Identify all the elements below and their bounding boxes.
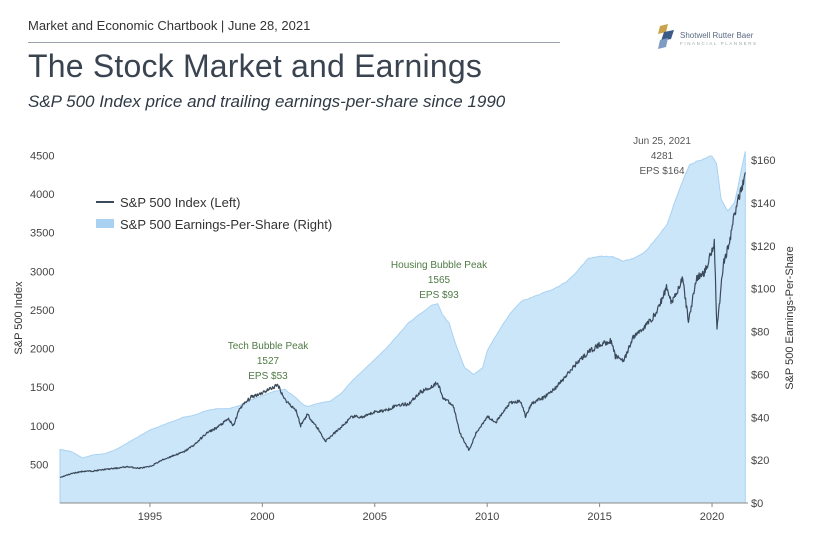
x-tick-label: 2010 — [475, 511, 499, 523]
left-tick-label: 2000 — [30, 344, 54, 356]
right-tick-label: $100 — [751, 284, 775, 296]
left-axis-title: S&P 500 Index — [13, 281, 25, 355]
left-tick-label: 4500 — [30, 150, 54, 162]
index-line — [59, 172, 746, 478]
right-tick-label: $140 — [751, 198, 775, 210]
legend-eps-swatch — [96, 219, 114, 228]
x-tick-label: 2005 — [363, 511, 387, 523]
annotation-text: 4281 — [651, 151, 674, 162]
right-axis-title: S&P 500 Earnings-Per-Share — [784, 246, 796, 390]
logo-tagline: FINANCIAL PLANNERS — [680, 41, 758, 46]
legend: S&P 500 Index (Left) S&P 500 Earnings-Per… — [96, 195, 332, 232]
eps-area-layer — [59, 151, 746, 504]
page-title: The Stock Market and Earnings — [28, 48, 483, 84]
legend-eps-label: S&P 500 Earnings-Per-Share (Right) — [120, 217, 332, 232]
annotations-layer: Tech Bubble Peak 1527 EPS $53 Housing Bubbl… — [228, 136, 692, 382]
right-tick-label: $60 — [751, 369, 769, 381]
annotation-text: EPS $164 — [639, 166, 684, 177]
left-tick-label: 1000 — [30, 421, 54, 433]
right-tick-label: $80 — [751, 327, 769, 339]
annotation-text: 1527 — [257, 356, 280, 367]
left-tick-label: 2500 — [30, 305, 54, 317]
eps-area — [59, 151, 746, 504]
x-tick-label: 1995 — [138, 511, 162, 523]
annotation-text: Housing Bubble Peak — [391, 260, 488, 271]
annotation-text: EPS $53 — [248, 371, 288, 382]
annotation-text: Tech Bubble Peak — [228, 341, 310, 352]
header-divider — [28, 42, 560, 43]
annotation-text: EPS $93 — [419, 290, 459, 301]
right-tick-label: $0 — [751, 498, 763, 510]
x-tick-label: 2015 — [587, 511, 611, 523]
logo-name: Shotwell Rutter Baer — [680, 31, 754, 40]
x-tick-label: 2020 — [700, 511, 724, 523]
annotation-text: Jun 25, 2021 — [633, 136, 691, 147]
left-tick-label: 4000 — [30, 189, 54, 201]
legend-index-label: S&P 500 Index (Left) — [120, 195, 240, 210]
left-tick-label: 3500 — [30, 228, 54, 240]
right-tick-label: $20 — [751, 455, 769, 467]
company-logo: Shotwell Rutter Baer FINANCIAL PLANNERS — [656, 22, 786, 56]
left-tick-label: 500 — [30, 459, 48, 471]
chartbook-header: Market and Economic Chartbook | June 28,… — [28, 18, 311, 33]
index-line-layer — [59, 172, 746, 478]
right-tick-label: $40 — [751, 412, 769, 424]
annotation-text: 1565 — [428, 275, 451, 286]
left-tick-label: 1500 — [30, 382, 54, 394]
right-tick-label: $120 — [751, 241, 775, 253]
logo-mark-icon — [658, 24, 674, 49]
right-tick-label: $160 — [751, 155, 775, 167]
left-tick-label: 3000 — [30, 266, 54, 278]
x-tick-label: 2000 — [250, 511, 274, 523]
axes-layer: 500 1000 1500 2000 2500 3000 3500 4000 4500 $0 $20… — [13, 150, 796, 523]
page-subtitle: S&P 500 Index price and trailing earning… — [28, 92, 506, 111]
